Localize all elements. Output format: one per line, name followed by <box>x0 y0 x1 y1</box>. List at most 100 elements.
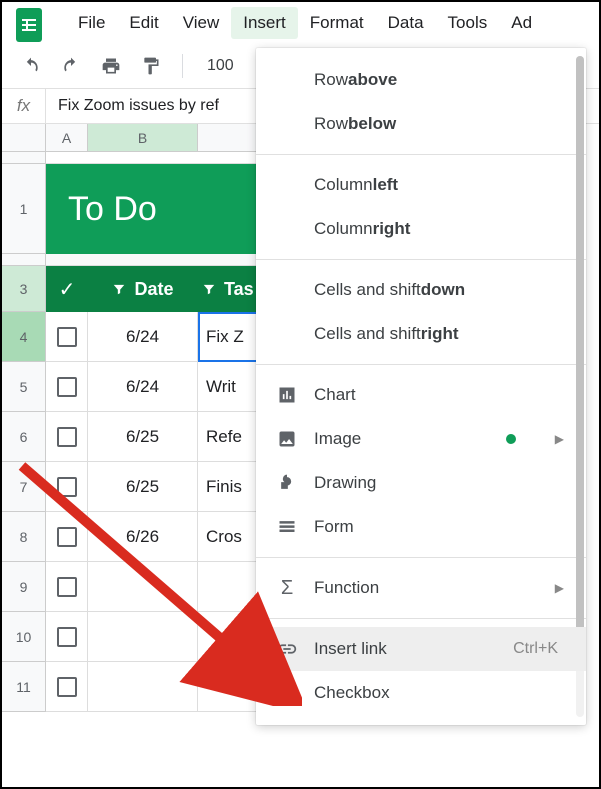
checkbox-cell[interactable] <box>46 562 88 612</box>
menu-row-above[interactable]: Row above <box>256 58 586 102</box>
date-cell[interactable]: 6/24 <box>88 362 198 412</box>
link-icon <box>276 638 298 660</box>
menu-tools[interactable]: Tools <box>436 7 500 39</box>
menu-chart[interactable]: Chart <box>256 373 586 417</box>
undo-button[interactable] <box>16 51 46 81</box>
shortcut-label: Ctrl+K <box>513 640 558 658</box>
menu-edit[interactable]: Edit <box>117 7 170 39</box>
date-cell[interactable]: 6/25 <box>88 462 198 512</box>
menu-cells-shift-down[interactable]: Cells and shift down <box>256 268 586 312</box>
menu-checkbox-label: Checkbox <box>314 683 390 703</box>
column-header-a[interactable]: A <box>46 124 88 152</box>
row-header-5[interactable]: 5 <box>2 362 46 412</box>
row-header-10[interactable]: 10 <box>2 612 46 662</box>
checkbox-cell[interactable] <box>46 662 88 712</box>
date-cell[interactable]: 6/26 <box>88 512 198 562</box>
menu-function-label: Function <box>314 578 379 598</box>
menu-insert[interactable]: Insert <box>231 7 298 39</box>
insert-menu-dropdown: Row above Row below Column left Column r… <box>256 48 586 725</box>
checkbox[interactable] <box>57 477 77 497</box>
menu-column-right[interactable]: Column right <box>256 207 586 251</box>
checkbox[interactable] <box>57 327 77 347</box>
checkbox[interactable] <box>57 377 77 397</box>
column-header-b[interactable]: B <box>88 124 198 152</box>
image-icon <box>276 428 298 450</box>
table-header: ✓ Date Tas <box>46 266 268 312</box>
menu-view[interactable]: View <box>171 7 232 39</box>
menu-format[interactable]: Format <box>298 7 376 39</box>
checkbox-cell[interactable] <box>46 462 88 512</box>
menu-column-left[interactable]: Column left <box>256 163 586 207</box>
date-cell[interactable] <box>88 562 198 612</box>
menu-row-below[interactable]: Row below <box>256 102 586 146</box>
row-header-8[interactable]: 8 <box>2 512 46 562</box>
row-header-9[interactable]: 9 <box>2 562 46 612</box>
form-icon <box>276 516 298 538</box>
checkbox[interactable] <box>57 527 77 547</box>
fx-icon: fx <box>2 89 46 123</box>
header-check-column[interactable]: ✓ <box>46 277 88 302</box>
menu-data[interactable]: Data <box>376 7 436 39</box>
menu-form-label: Form <box>314 517 354 537</box>
checkbox-cell[interactable] <box>46 312 88 362</box>
menu-insert-link[interactable]: Insert link Ctrl+K <box>256 627 586 671</box>
menu-separator <box>256 557 586 558</box>
paint-format-button[interactable] <box>136 51 166 81</box>
row-header-6[interactable]: 6 <box>2 412 46 462</box>
redo-button[interactable] <box>56 51 86 81</box>
drawing-icon <box>276 472 298 494</box>
checkbox[interactable] <box>57 627 77 647</box>
new-badge-dot <box>506 434 516 444</box>
checkbox-cell[interactable] <box>46 612 88 662</box>
submenu-arrow-icon: ▶ <box>555 432 564 446</box>
toolbar-separator <box>182 54 183 78</box>
header-date-label: Date <box>134 279 173 300</box>
header-task-label: Tas <box>224 279 254 300</box>
row-header-1[interactable]: 1 <box>2 164 46 254</box>
row-header-11[interactable]: 11 <box>2 662 46 712</box>
checkbox-cell[interactable] <box>46 512 88 562</box>
menu-drawing[interactable]: Drawing <box>256 461 586 505</box>
checkbox[interactable] <box>57 677 77 697</box>
submenu-arrow-icon: ▶ <box>555 581 564 595</box>
checkbox[interactable] <box>57 427 77 447</box>
date-cell[interactable] <box>88 612 198 662</box>
row-header-2[interactable] <box>2 254 46 266</box>
checkbox[interactable] <box>57 577 77 597</box>
menu-bar: File Edit View Insert Format Data Tools … <box>2 2 599 44</box>
menu-drawing-label: Drawing <box>314 473 376 493</box>
row-header-7[interactable]: 7 <box>2 462 46 512</box>
sheets-logo-icon <box>16 8 42 42</box>
menu-separator <box>256 259 586 260</box>
menu-separator <box>256 364 586 365</box>
menu-file[interactable]: File <box>66 7 117 39</box>
menu-image-label: Image <box>314 429 361 449</box>
checkbox-cell[interactable] <box>46 362 88 412</box>
row-header-blank[interactable] <box>2 152 46 164</box>
select-all-corner[interactable] <box>2 124 46 152</box>
formula-input[interactable]: Fix Zoom issues by ref <box>46 97 219 115</box>
menu-image[interactable]: Image ▶ <box>256 417 586 461</box>
checkbox-icon <box>276 682 298 704</box>
function-icon: Σ <box>276 577 298 599</box>
zoom-selector[interactable]: 100 <box>199 57 234 75</box>
row-header-3[interactable]: 3 <box>2 266 46 312</box>
print-button[interactable] <box>96 51 126 81</box>
row-header-4[interactable]: 4 <box>2 312 46 362</box>
menu-cells-shift-right[interactable]: Cells and shift right <box>256 312 586 356</box>
menu-insert-link-label: Insert link <box>314 639 387 659</box>
menu-chart-label: Chart <box>314 385 356 405</box>
date-cell[interactable]: 6/25 <box>88 412 198 462</box>
menu-function[interactable]: Σ Function ▶ <box>256 566 586 610</box>
menu-checkbox[interactable]: Checkbox <box>256 671 586 715</box>
menu-separator <box>256 154 586 155</box>
filter-icon <box>202 282 216 296</box>
date-cell[interactable] <box>88 662 198 712</box>
menu-form[interactable]: Form <box>256 505 586 549</box>
menu-separator <box>256 618 586 619</box>
todo-banner: To Do <box>46 164 268 254</box>
date-cell[interactable]: 6/24 <box>88 312 198 362</box>
menu-addons[interactable]: Ad <box>499 7 544 39</box>
header-date-column[interactable]: Date <box>88 279 198 300</box>
checkbox-cell[interactable] <box>46 412 88 462</box>
